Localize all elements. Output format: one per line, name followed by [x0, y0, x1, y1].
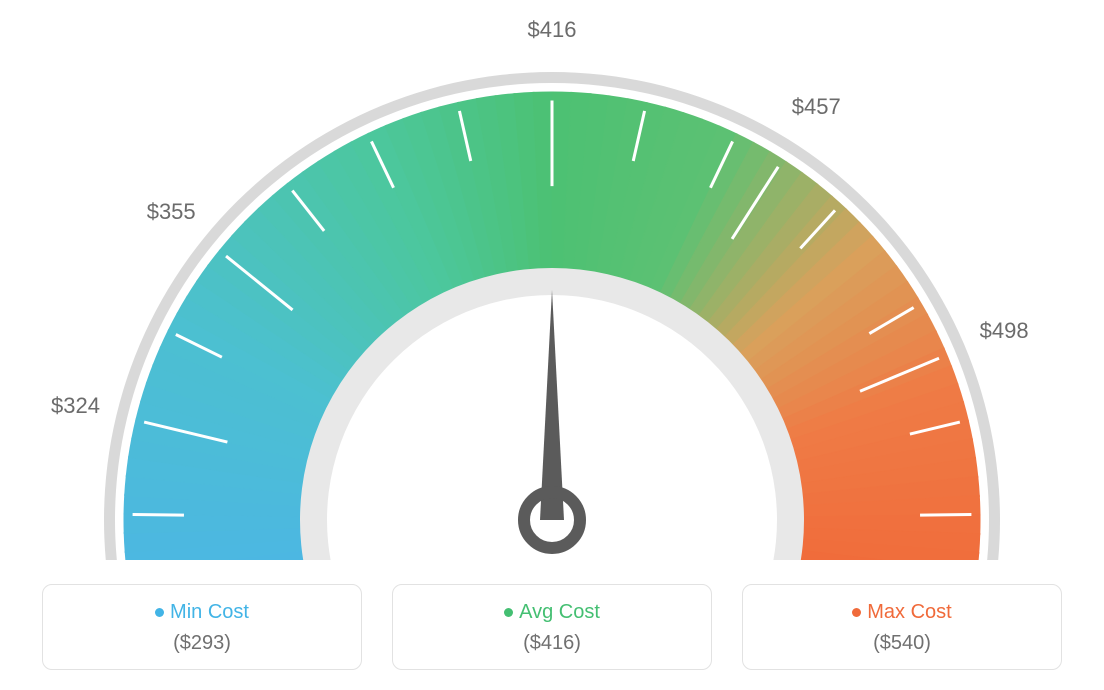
tick: [133, 515, 184, 516]
legend-title-text: Min Cost: [170, 601, 249, 623]
legend-dot-icon: [155, 608, 164, 617]
legend-value: ($416): [403, 632, 701, 655]
tick-label: $416: [528, 17, 577, 43]
tick-label: $457: [792, 94, 841, 120]
legend-card-avg: Avg Cost ($416): [392, 584, 712, 670]
tick-label: $324: [51, 393, 100, 419]
legend-card-min: Min Cost ($293): [42, 584, 362, 670]
legend-title: Avg Cost: [403, 601, 701, 624]
gauge-svg: [0, 0, 1104, 560]
tick: [920, 515, 971, 516]
legend-dot-icon: [504, 608, 513, 617]
needle: [540, 290, 564, 520]
legend-row: Min Cost ($293) Avg Cost ($416) Max Cost ($54…: [0, 584, 1104, 670]
legend-title-text: Max Cost: [867, 601, 951, 623]
gauge-container: $293$324$355$416$457$498$540: [0, 0, 1104, 560]
legend-title: Max Cost: [753, 601, 1051, 624]
legend-dot-icon: [852, 608, 861, 617]
legend-title-text: Avg Cost: [519, 601, 600, 623]
legend-value: ($540): [753, 632, 1051, 655]
tick-label: $355: [147, 199, 196, 225]
tick-label: $498: [980, 318, 1029, 344]
legend-value: ($293): [53, 632, 351, 655]
legend-title: Min Cost: [53, 601, 351, 624]
legend-card-max: Max Cost ($540): [742, 584, 1062, 670]
